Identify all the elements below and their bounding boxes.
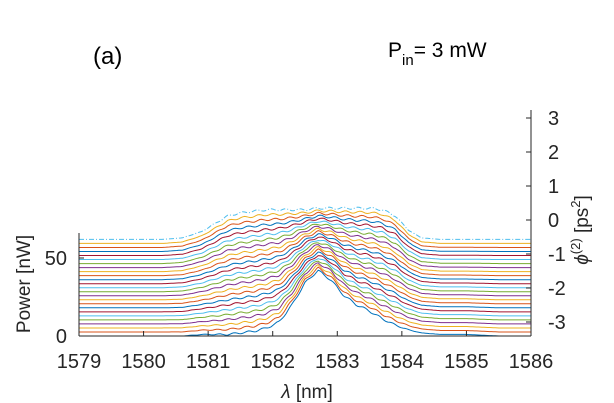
y-right-unit-post: ] (572, 195, 593, 200)
x-tick-label: 1584 (380, 351, 425, 373)
trace-line (79, 220, 531, 260)
x-tick-label: 1580 (121, 351, 166, 373)
pin-annotation-main: P (388, 39, 402, 62)
trace-top-dashed (79, 206, 531, 240)
trace-line (79, 266, 531, 333)
x-tick-label: 1579 (57, 351, 102, 373)
y-left-tick-label: 50 (45, 248, 67, 270)
y-right-sup: (2) (568, 238, 583, 254)
y-right-unit-pre: [ps (572, 208, 593, 239)
trace-line (79, 251, 531, 309)
y-right-tick-label: -1 (548, 244, 566, 266)
y-axis-title-left: Power [nW] (14, 235, 35, 333)
trace-line (79, 255, 531, 313)
x-axis-title: λ [nm] (280, 382, 333, 403)
label-group: (a) Pin= 3 mW λ [nm] Power [nW] ϕ(2) [ps… (14, 39, 593, 403)
axes-group: 1579 1580 1581 1582 1583 1584 1585 1586 0 50 -3 -2 -… (45, 108, 566, 373)
trace-group (79, 206, 531, 337)
pin-annotation-sub: in (402, 52, 414, 69)
y-right-unit-sup: 2 (568, 200, 583, 207)
trace-line (79, 258, 531, 317)
y-right-tick-label: -2 (548, 278, 566, 300)
y-right-tick-label: 0 (548, 210, 559, 232)
y-axis-title-right: ϕ(2) [ps2] (568, 195, 593, 265)
x-tick-label: 1585 (444, 351, 489, 373)
x-tick-label: 1581 (186, 351, 231, 373)
trace-line (79, 217, 531, 256)
trace-line (79, 227, 531, 273)
x-tick-label: 1583 (315, 351, 360, 373)
x-axis-unit: [nm] (291, 382, 333, 403)
pin-annotation-rest: = 3 mW (414, 39, 487, 62)
y-left-tick-label: 0 (56, 326, 67, 348)
trace-line (79, 225, 531, 269)
trace-line (79, 214, 531, 252)
y-right-symbol: ϕ (572, 254, 593, 265)
y-right-tick-label: -3 (548, 312, 566, 334)
trace-line (79, 211, 531, 248)
trace-line (79, 245, 531, 301)
trace-line (79, 236, 531, 285)
trace-line (79, 239, 531, 289)
trace-line (79, 263, 531, 329)
panel-label: (a) (93, 43, 122, 70)
y-right-tick-label: 1 (548, 176, 559, 198)
trace-line (79, 223, 531, 265)
trace-line (79, 209, 531, 244)
trace-line (79, 233, 531, 281)
x-tick-label: 1586 (509, 351, 554, 373)
trace-line (79, 244, 531, 297)
trace-line (79, 262, 531, 325)
y-right-tick-label: 2 (548, 142, 559, 164)
x-axis-symbol: λ (280, 382, 290, 403)
trace-line (79, 248, 531, 305)
y-right-tick-label: 3 (548, 108, 559, 130)
x-tick-label: 1582 (250, 351, 295, 373)
trace-line (79, 260, 531, 321)
trace-line (79, 230, 531, 277)
trace-line (79, 242, 531, 293)
pin-annotation: Pin= 3 mW (388, 39, 487, 69)
